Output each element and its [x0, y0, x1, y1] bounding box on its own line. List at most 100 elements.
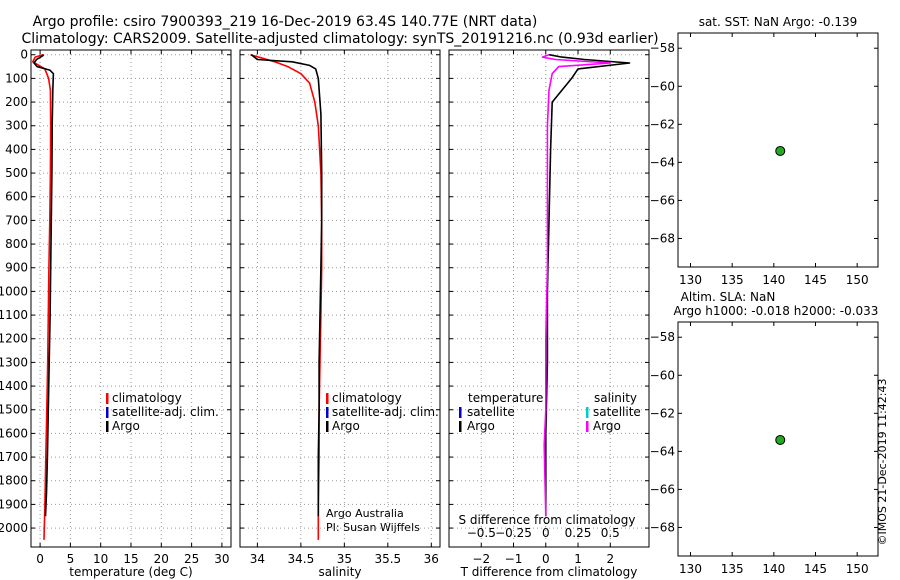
x-tick-label: 150 [846, 562, 869, 576]
x-tick-label: 0 [542, 552, 550, 566]
y-tick-label: 600 [5, 190, 28, 204]
y-tick-label: 200 [5, 95, 28, 109]
y-tick-label: −60 [650, 368, 675, 382]
y-tick-label: −62 [650, 406, 675, 420]
x-axis-label: temperature (deg C) [69, 565, 192, 579]
y-tick-label: −68 [650, 520, 675, 534]
x-tick-label: 140 [762, 273, 785, 287]
x-axis-label: salinity [318, 565, 361, 579]
legend-label: satellite-adj. clim. [112, 405, 219, 419]
x-tick-label: 150 [846, 273, 869, 287]
legend-label: Argo [332, 419, 360, 433]
series-line-argo [250, 54, 323, 517]
legend-swatch [459, 407, 462, 418]
s-tick-label: 0.25 [565, 526, 592, 540]
s-tick-label: 0 [542, 526, 550, 540]
annotation-line1: Argo Australia [326, 507, 404, 520]
x-tick-label: 35.5 [374, 552, 401, 566]
y-tick-label: 400 [5, 142, 28, 156]
legend-label: Argo [112, 419, 140, 433]
s-axis-label: S difference from climatology [459, 513, 636, 527]
legend-swatch [586, 407, 589, 418]
y-tick-label: −60 [650, 79, 675, 93]
y-tick-label: 100 [5, 71, 28, 85]
y-tick-label: −68 [650, 231, 675, 245]
profile-location-dot [775, 145, 786, 156]
sla-title-line1: Altim. SLA: NaN [681, 290, 776, 304]
legend-swatch [326, 407, 329, 418]
y-tick-label: 1300 [0, 355, 28, 369]
legend-swatch [459, 421, 462, 432]
x-tick-label: 25 [184, 552, 199, 566]
series-line-s [541, 53, 612, 517]
y-tick-label: 1000 [0, 284, 28, 298]
y-tick-label: 1700 [0, 450, 28, 464]
plot-area [449, 50, 649, 547]
x-tick-label: 0 [36, 552, 44, 566]
legend-label: Argo [593, 419, 621, 433]
map-border [677, 32, 879, 268]
y-tick-label: 300 [5, 119, 28, 133]
x-tick-label: 10 [93, 552, 108, 566]
x-tick-label: 5 [67, 552, 75, 566]
x-tick-label: 35 [337, 552, 352, 566]
series-line-argo [33, 54, 55, 517]
x-tick-label: 145 [804, 273, 827, 287]
profile-location-dot [775, 434, 786, 445]
y-tick-label: 800 [5, 237, 28, 251]
x-tick-label: 130 [679, 562, 702, 576]
title-line2: Climatology: CARS2009. Satellite-adjuste… [21, 31, 658, 47]
legend-swatch [106, 407, 109, 418]
y-tick-label: 1600 [0, 426, 28, 440]
x-tick-label: 34 [250, 552, 265, 566]
legend-header-temperature: temperature [468, 391, 543, 405]
legend-swatch [586, 421, 589, 432]
x-tick-label: 30 [214, 552, 229, 566]
y-tick-label: −66 [650, 482, 675, 496]
x-axis-label: T difference from climatology [460, 565, 638, 579]
plot-area [240, 50, 440, 547]
legend-swatch [326, 393, 329, 404]
x-tick-label: 36 [424, 552, 439, 566]
y-tick-label: 1800 [0, 474, 28, 488]
x-tick-label: 34.5 [288, 552, 315, 566]
y-tick-label: −64 [650, 155, 675, 169]
y-tick-label: 1900 [0, 497, 28, 511]
y-tick-label: 1500 [0, 403, 28, 417]
x-tick-label: 145 [804, 562, 827, 576]
y-tick-label: 900 [5, 261, 28, 275]
legend-swatch [326, 421, 329, 432]
x-tick-label: 130 [679, 273, 702, 287]
legend-header-salinity: salinity [594, 391, 637, 405]
x-tick-label: 140 [762, 562, 785, 576]
series-line-climatology [31, 53, 52, 540]
sst-title: sat. SST: NaN Argo: -0.139 [699, 15, 858, 29]
panel-sst: 130 135 140 145 150 −58 −60 −62 −64 −66 −68 [650, 32, 879, 287]
legend-swatch [106, 393, 109, 404]
legend-swatch [106, 421, 109, 432]
s-tick-label: −0.25 [495, 526, 532, 540]
s-tick-label: −0.5 [467, 526, 496, 540]
x-tick-label: −1 [505, 552, 523, 566]
y-tick-label: 1200 [0, 332, 28, 346]
annotation-line2: PI: Susan Wijffels [326, 521, 420, 534]
y-tick-label: 1400 [0, 379, 28, 393]
panel-border [448, 49, 650, 548]
credit-text: ©IMOS 21-Dec-2019 11:42:43 [876, 379, 889, 546]
x-tick-label: 15 [123, 552, 138, 566]
panel-temperature: 0 5 10 15 20 25 300100200300400500600700800900… [0, 48, 232, 579]
x-tick-label: 135 [721, 273, 744, 287]
legend-label: Argo [467, 419, 495, 433]
y-tick-label: −66 [650, 193, 675, 207]
y-tick-label: 2000 [0, 521, 28, 535]
s-tick-label: 0.5 [601, 526, 620, 540]
y-tick-label: −58 [650, 41, 675, 55]
x-tick-label: 20 [154, 552, 169, 566]
panel-difference: −2 −1 0 1 2T difference from climatology −0.5… [448, 49, 650, 579]
y-tick-label: 1100 [0, 308, 28, 322]
title-line1: Argo profile: csiro 7900393_219 16-Dec-2… [33, 14, 538, 30]
x-tick-label: 2 [606, 552, 614, 566]
y-tick-label: −62 [650, 117, 675, 131]
y-tick-label: 0 [20, 48, 28, 62]
